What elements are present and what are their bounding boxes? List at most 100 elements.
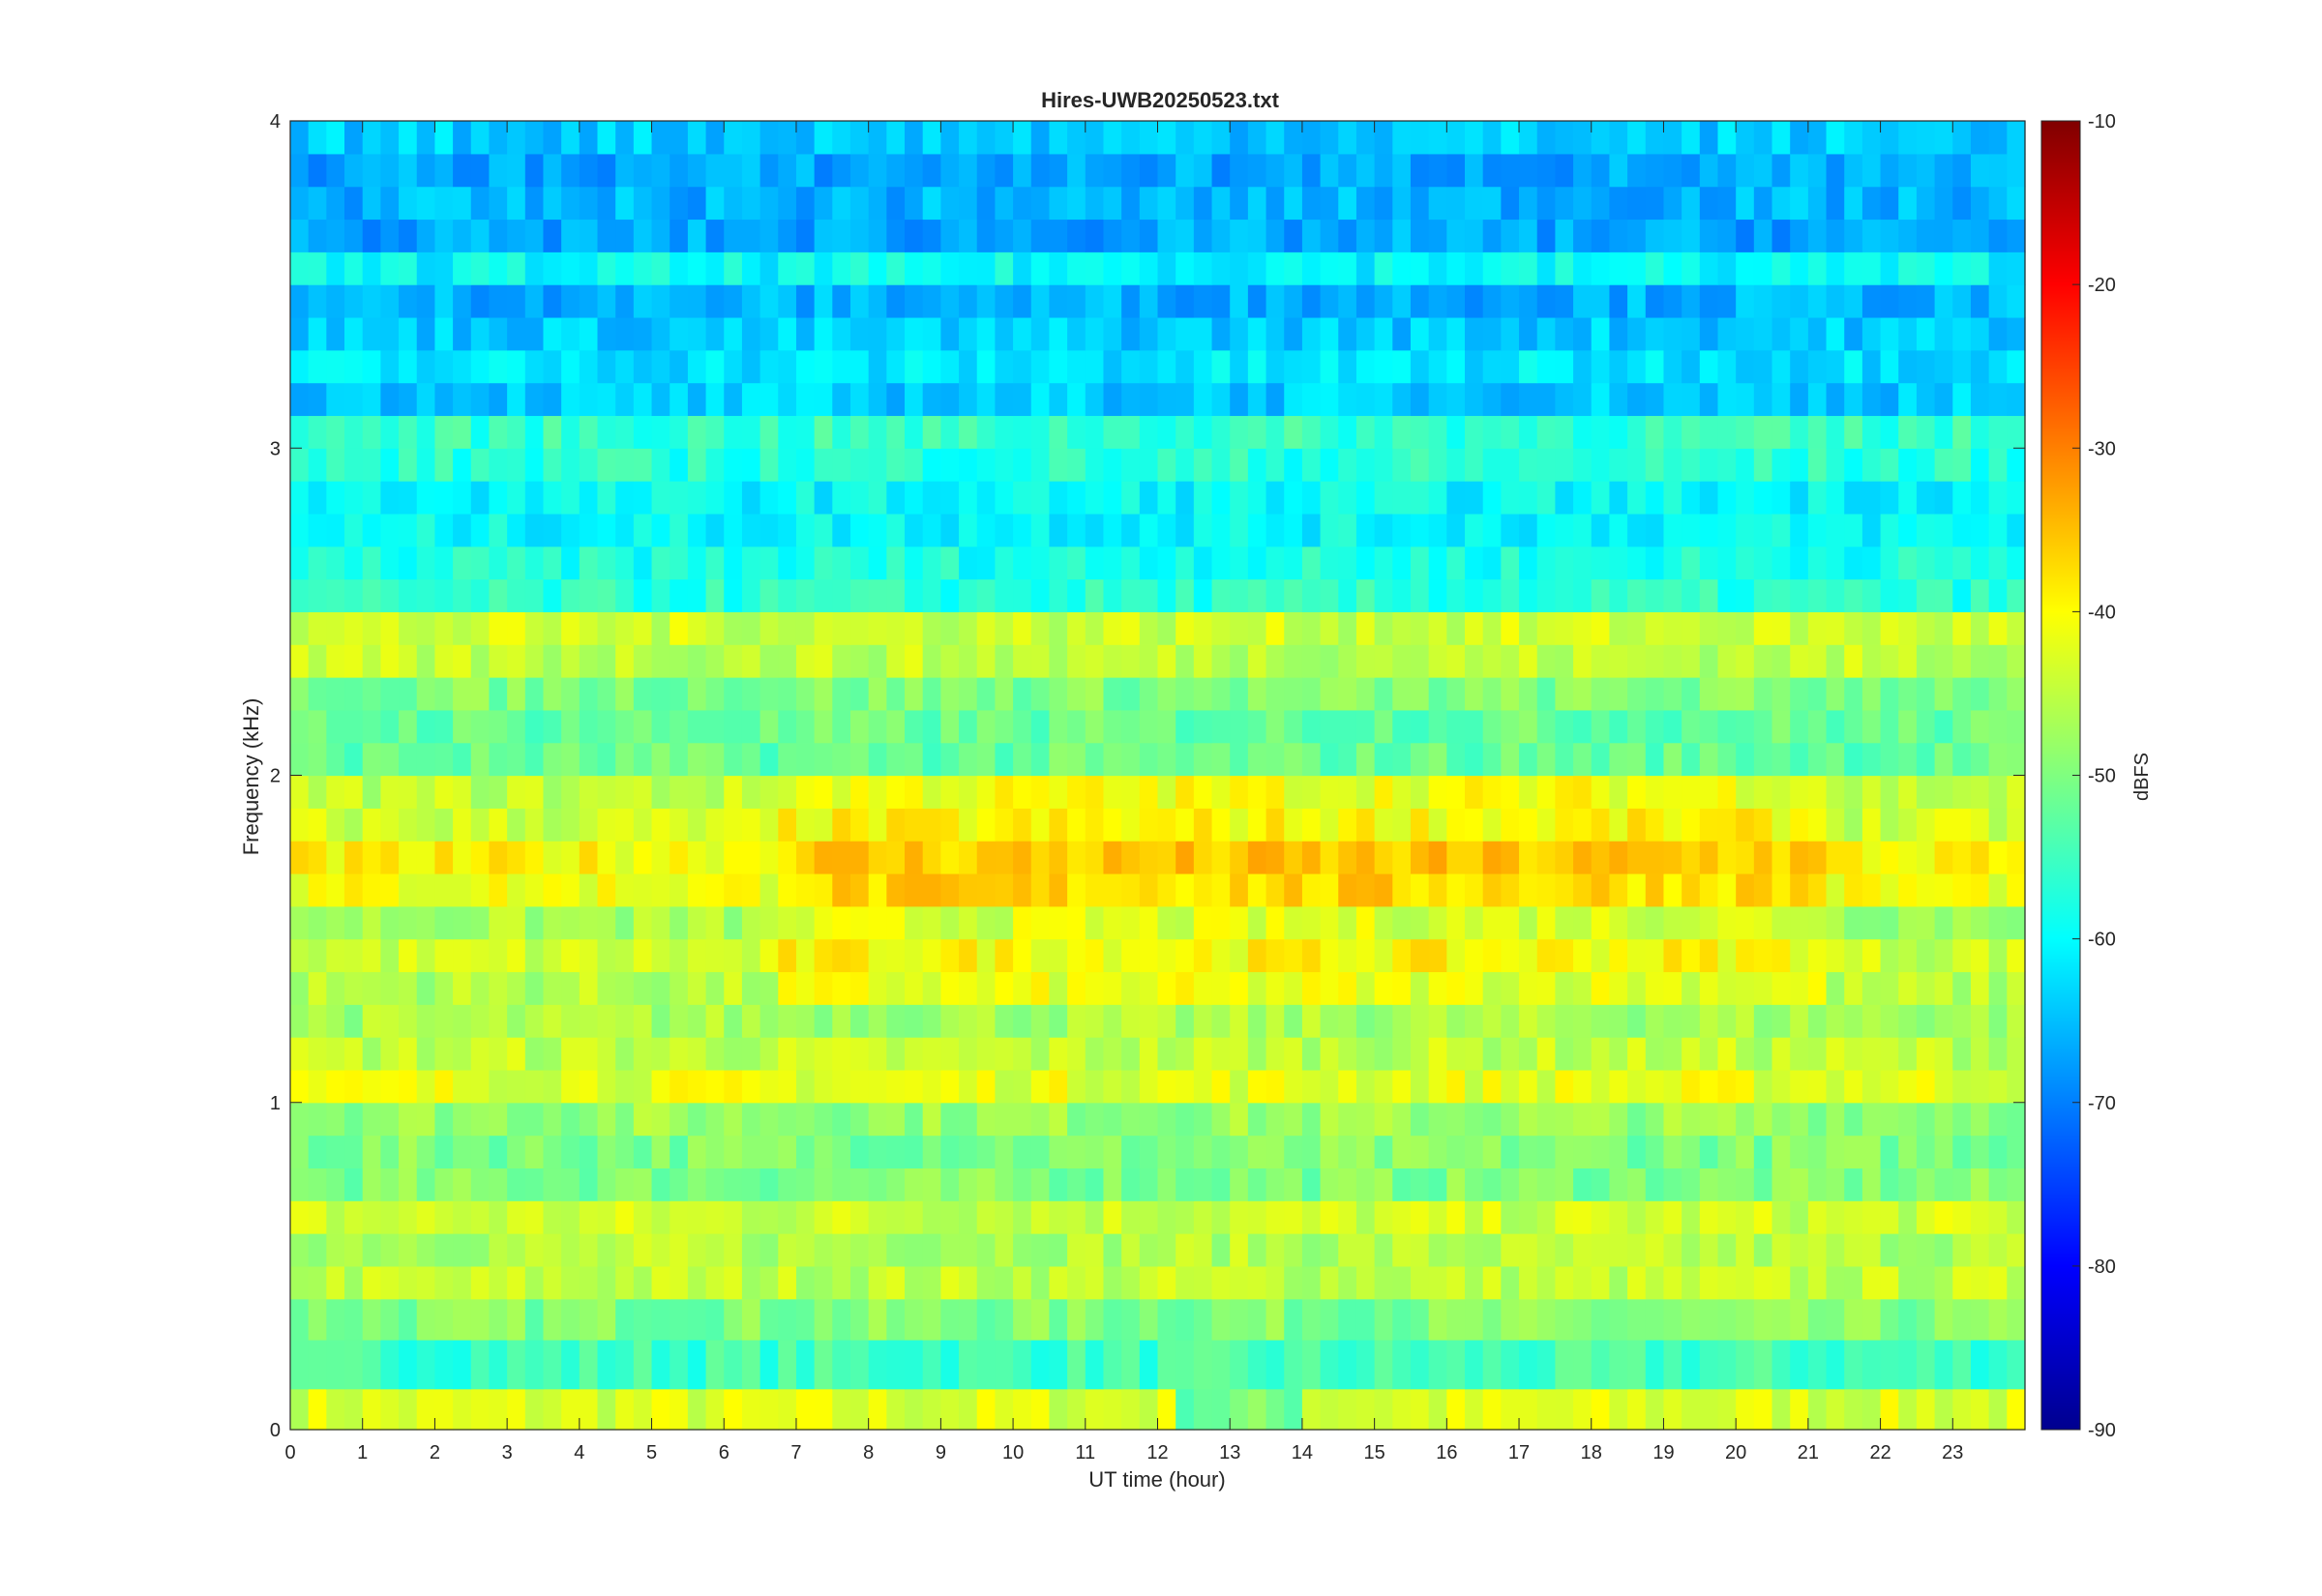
heatmap-cell [1193,872,1213,907]
heatmap-cell [849,677,870,711]
heatmap-cell [597,219,616,252]
heatmap-cell [1139,481,1159,515]
heatmap-cell [489,938,508,973]
heatmap-cell [1121,1265,1141,1300]
heatmap-cell [399,1102,418,1137]
heatmap-cell [489,905,508,940]
heatmap-cell [1663,349,1682,384]
heatmap-cell [1465,709,1484,744]
heatmap-cell [1230,1233,1249,1267]
heatmap-cell [687,481,707,515]
heatmap-cell [1103,1037,1122,1071]
heatmap-cell [507,1200,526,1234]
heatmap-cell [326,578,345,612]
heatmap-cell [326,808,345,842]
heatmap-cell [489,611,508,645]
heatmap-cell [849,219,870,252]
heatmap-cell [1247,219,1267,252]
heatmap-cell [1211,415,1231,449]
heatmap-cell [1428,1102,1447,1137]
heatmap-cell [1807,938,1828,973]
heatmap-cell [814,153,833,188]
heatmap-cell [362,219,381,252]
heatmap-cell [470,971,491,1005]
heatmap-cell [1844,219,1863,252]
heatmap-cell [670,415,689,449]
heatmap-cell [922,186,941,221]
heatmap-cell [1645,1004,1665,1038]
heatmap-cell [1284,1004,1303,1038]
heatmap-cell [1465,808,1484,842]
heatmap-cell [2007,349,2026,384]
heatmap-cell [1645,121,1665,155]
heatmap-cell [1736,1004,1755,1038]
heatmap-cell [651,1388,670,1431]
heatmap-cell [1482,121,1502,155]
heatmap-cell [1211,219,1231,252]
heatmap-cell [1247,808,1267,842]
heatmap-cell [1753,1298,1773,1341]
heatmap-cell [940,251,960,285]
heatmap-cell [724,481,743,515]
heatmap-cell [1555,841,1574,874]
heatmap-cell [1682,481,1701,515]
heatmap-cell [1355,644,1376,678]
heatmap-cell [778,742,797,777]
heatmap-cell [1193,709,1213,744]
heatmap-cell [1482,1339,1502,1390]
heatmap-cell [1952,219,1972,252]
heatmap-cell [868,1004,887,1038]
heatmap-cell [1699,1298,1719,1341]
heatmap-cell [1591,808,1611,842]
heatmap-cell [1970,415,1990,449]
heatmap-cell [1176,448,1195,482]
heatmap-cell [434,513,454,547]
heatmap-cell [705,1069,725,1104]
heatmap-cell [1591,1167,1611,1201]
heatmap-cell [940,775,960,809]
heatmap-cell [1176,186,1195,221]
heatmap-cell [1030,153,1051,188]
heatmap-cell [507,316,526,351]
heatmap-cell [1682,1167,1701,1201]
heatmap-cell [1139,284,1159,318]
heatmap-cell [1067,709,1087,744]
heatmap-cell [1916,1388,1936,1431]
heatmap-cell [1301,938,1322,973]
heatmap-cell [1627,349,1647,384]
heatmap-cell [470,448,491,482]
heatmap-cell [849,644,870,678]
heatmap-cell [326,513,345,547]
heatmap-cell [670,1233,689,1267]
heatmap-cell [905,251,924,285]
heatmap-cell [326,349,345,384]
heatmap-cell [886,971,906,1005]
heatmap-cell [1374,1339,1393,1390]
heatmap-cell [1988,316,2008,351]
heatmap-cell [489,841,508,874]
heatmap-cell [1880,905,1899,940]
heatmap-cell [1536,513,1556,547]
heatmap-cell [1139,1069,1159,1104]
heatmap-cell [1717,1135,1737,1169]
heatmap-cell [959,316,978,351]
heatmap-cell [959,1388,978,1431]
heatmap-cell [705,415,725,449]
heatmap-cell [1501,153,1520,188]
heatmap-cell [1591,1200,1611,1234]
heatmap-cell [308,841,327,874]
heatmap-cell [959,1200,978,1234]
heatmap-cell [290,709,310,744]
heatmap-cell [1898,186,1918,221]
heatmap-cell [922,1265,941,1300]
heatmap-cell [1988,251,2008,285]
heatmap-cell [687,644,707,678]
heatmap-cell [1573,677,1593,711]
heatmap-cell [1699,415,1719,449]
heatmap-cell [524,971,545,1005]
heatmap-cell [1301,121,1322,155]
heatmap-cell [1536,121,1556,155]
heatmap-cell [1103,971,1122,1005]
heatmap-cell [1355,872,1376,907]
heatmap-cell [1717,1102,1737,1137]
